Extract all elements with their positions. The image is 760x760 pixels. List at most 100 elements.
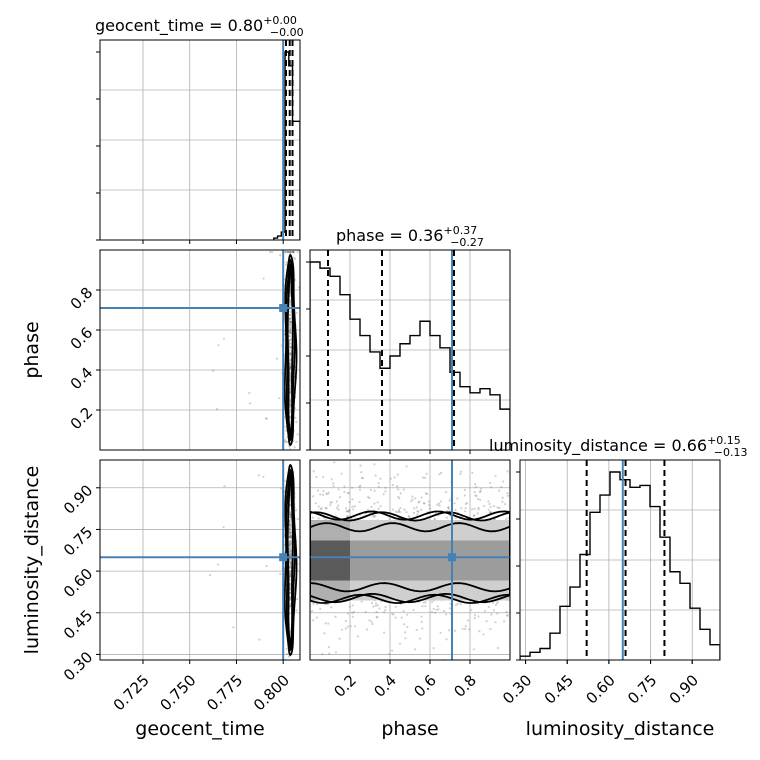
- sample-point: [258, 638, 261, 641]
- xtick-labels-luminosity_distance: 0.30 0.45 0.60 0.75 0.90: [499, 660, 702, 708]
- sample-point: [428, 504, 431, 507]
- sample-point: [291, 668, 293, 670]
- sample-point: [289, 353, 292, 356]
- sample-point: [289, 552, 292, 555]
- sample-point: [288, 547, 291, 551]
- sample-point: [288, 541, 291, 544]
- sample-point: [344, 627, 348, 630]
- sample-point: [424, 601, 427, 604]
- sample-point: [491, 601, 495, 604]
- sample-point: [285, 647, 288, 651]
- sample-point: [288, 445, 291, 448]
- sample-point: [329, 501, 332, 504]
- sample-point: [288, 317, 291, 321]
- sample-point: [375, 616, 378, 619]
- sample-point: [289, 531, 292, 534]
- sample-point: [336, 506, 339, 510]
- sample-point: [388, 518, 391, 521]
- sample-point: [465, 456, 467, 458]
- sample-point: [289, 250, 292, 254]
- sample-point: [288, 535, 291, 538]
- sample-point: [415, 628, 418, 632]
- sample-point: [290, 536, 293, 539]
- sample-point: [473, 490, 476, 494]
- sample-point: [506, 492, 509, 495]
- sample-point: [456, 497, 459, 500]
- sample-point: [435, 608, 438, 611]
- sample-point: [291, 250, 294, 254]
- sample-point: [289, 351, 292, 354]
- sample-point: [479, 487, 483, 490]
- joint-distributions: 0.725 0.750 0.775 0.800 0.2 0.4 0.6 0.8 0.30 0.45…: [60, 249, 702, 714]
- sample-point: [376, 501, 379, 504]
- sample-point: [289, 303, 292, 306]
- sample-point: [289, 250, 292, 254]
- sample-point: [447, 506, 450, 509]
- sample-point: [472, 648, 475, 651]
- sample-point: [374, 474, 377, 477]
- sample-point: [464, 502, 467, 506]
- sample-point: [288, 334, 291, 338]
- sample-point: [288, 540, 292, 543]
- sample-point: [279, 487, 283, 490]
- sample-point: [289, 564, 292, 567]
- density-cell: [390, 540, 411, 561]
- density-cell: [370, 540, 391, 561]
- xtick-label: 0.90: [666, 671, 702, 707]
- sample-point: [488, 511, 491, 514]
- sample-point: [364, 610, 367, 614]
- sample-point: [300, 376, 302, 378]
- sample-point: [232, 626, 235, 629]
- sample-point: [353, 625, 357, 628]
- sample-point: [314, 502, 317, 505]
- sample-point: [502, 480, 505, 483]
- sample-point: [501, 500, 504, 503]
- sample-point: [421, 476, 425, 479]
- sample-point: [288, 522, 292, 525]
- sample-point: [435, 662, 437, 664]
- sample-point: [506, 614, 509, 617]
- sample-point: [337, 504, 340, 507]
- sample-point: [334, 651, 338, 654]
- sample-point: [489, 481, 492, 485]
- sample-point: [489, 511, 492, 514]
- sample-point: [376, 615, 379, 618]
- title-geocent-time: geocent_time = 0.80+0.00 −0.00: [95, 14, 304, 39]
- sample-point: [382, 493, 385, 496]
- sample-point: [391, 508, 394, 511]
- ylabel-luminosity-distance: luminosity_distance: [21, 466, 43, 655]
- sample-point: [411, 495, 414, 498]
- xtick-label: 0.30: [499, 671, 535, 707]
- joint-plot-area: [100, 460, 300, 670]
- sample-point: [374, 514, 377, 518]
- sample-point: [483, 504, 486, 508]
- ytick-label: 0.6: [67, 324, 97, 354]
- sample-point: [402, 610, 405, 613]
- sample-point: [293, 257, 297, 261]
- sample-point: [383, 611, 386, 614]
- sample-point: [344, 507, 348, 510]
- sample-point: [505, 610, 508, 613]
- sample-point: [288, 324, 292, 327]
- xtick-label: 0.775: [203, 671, 246, 714]
- xtick-label: 0.800: [250, 671, 293, 714]
- sample-point: [352, 508, 355, 511]
- sample-point: [464, 625, 467, 628]
- xtick-label: 0.6: [410, 671, 440, 701]
- sample-point: [338, 637, 341, 640]
- sample-point: [384, 486, 387, 489]
- sample-point: [477, 508, 480, 511]
- sample-point: [289, 566, 292, 570]
- sample-point: [288, 250, 291, 254]
- sample-point: [360, 600, 363, 603]
- sample-point: [442, 609, 446, 613]
- sample-point: [439, 500, 442, 503]
- sample-point: [324, 518, 328, 521]
- density-cell: [470, 520, 491, 541]
- joint-geocent_time-vs-phase: [99, 249, 302, 451]
- sample-point: [461, 627, 464, 630]
- sample-point: [332, 482, 335, 485]
- sample-point: [376, 604, 380, 607]
- sample-point: [423, 476, 427, 479]
- sample-point: [492, 609, 495, 612]
